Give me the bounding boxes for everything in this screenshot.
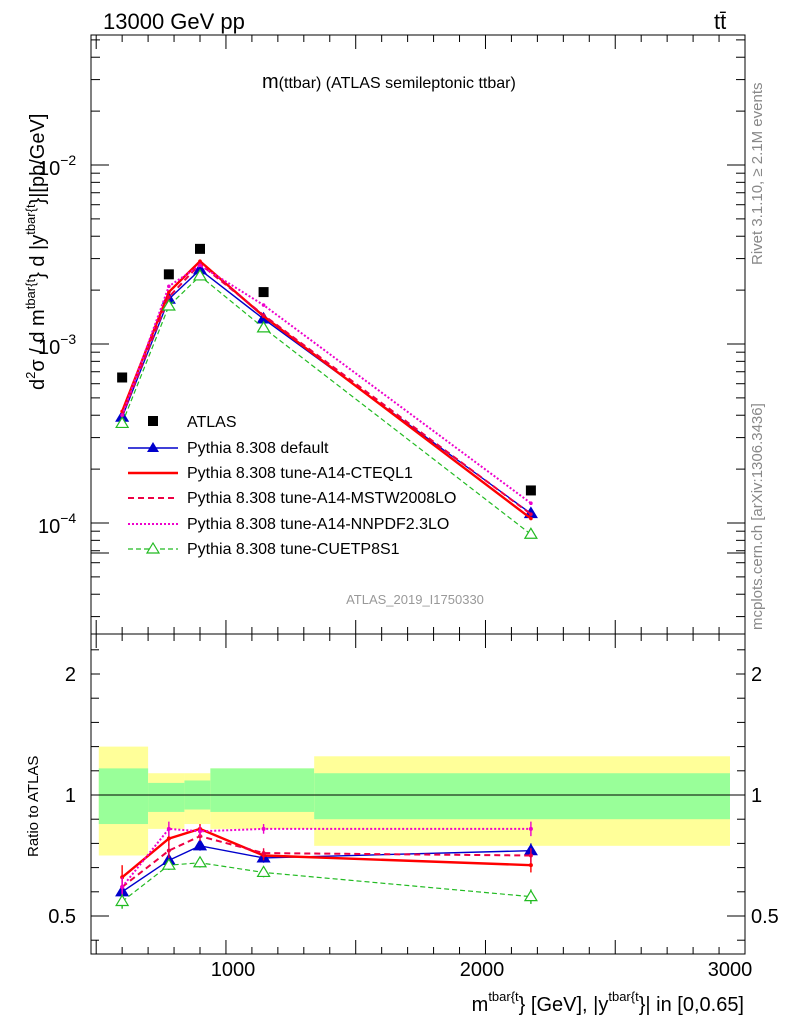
- main-title: m(ttbar) (ATLAS semileptonic ttbar): [262, 71, 516, 93]
- ratio-series-group: [115, 821, 538, 909]
- legend-mstw-label: Pythia 8.308 tune-A14-MSTW2008LO: [187, 490, 456, 507]
- point-mstw: [529, 512, 533, 516]
- ratio-point-nnpdf: [120, 884, 125, 889]
- legend-atlas-marker: [148, 416, 158, 426]
- atlas-data-point: [258, 287, 269, 298]
- uncertainty-band-inner: [148, 782, 185, 812]
- atlas-data-point: [163, 269, 174, 280]
- ratio-point-cuetp8s1: [115, 894, 130, 907]
- legend-cuetp8s1-label: Pythia 8.308 tune-CUETP8S1: [187, 541, 400, 558]
- ratio-point-cteql1: [528, 863, 533, 868]
- point-cteql1: [529, 516, 533, 521]
- legend-default-marker: [147, 442, 159, 452]
- ytick-label-1e-3: 10−3: [38, 331, 76, 359]
- ratio-point-default: [192, 838, 208, 851]
- ratio-point-mstw: [261, 851, 266, 856]
- series-line-nnpdf: [121, 264, 532, 505]
- ratio-point-cuetp8s1: [523, 889, 538, 902]
- process-label: tt̄: [714, 9, 726, 34]
- xlabel: mtbar{t} [GeV], |ytbar{t}| in [0,0.65]: [472, 989, 744, 1016]
- title-rest: (ATLAS semileptonic ttbar): [321, 75, 515, 92]
- ratio-bands-group: [98, 746, 730, 856]
- ratio-point-nnpdf: [166, 826, 171, 831]
- atlas-data-point: [195, 243, 205, 254]
- mcplots-label: mcplots.cern.ch [arXiv:1306.3436]: [749, 403, 766, 630]
- ratio-ytick-05: 0.5: [48, 906, 76, 928]
- ytick-label-1e-2: 10−2: [38, 152, 76, 180]
- ratio-point-mstw: [528, 853, 533, 858]
- ratio-ylabel: Ratio to ATLAS: [25, 756, 42, 857]
- legend: ATLAS Pythia 8.308 default Pythia 8.308 …: [128, 414, 456, 558]
- analysis-id: ATLAS_2019_I1750330: [346, 592, 484, 607]
- legend-cteql1-label: Pythia 8.308 tune-A14-CTEQL1: [187, 465, 413, 482]
- legend-atlas-label: ATLAS: [187, 414, 237, 431]
- ratio-point-cuetp8s1: [256, 865, 271, 878]
- ratio-point-cuetp8s1: [161, 858, 176, 870]
- point-cuetp8s1: [192, 268, 208, 281]
- point-cuetp8s1: [161, 298, 176, 311]
- point-cteql1: [198, 259, 202, 264]
- title-paren: (ttbar): [279, 75, 322, 92]
- point-mstw: [261, 313, 266, 317]
- ytick-label-1e-4: 10−4: [38, 510, 76, 538]
- ratio-point-cteql1: [166, 836, 171, 841]
- ratio-point-nnpdf: [528, 826, 533, 831]
- ratio-ytick-2-right: 2: [751, 664, 762, 686]
- main-axis-ticks: [91, 35, 746, 634]
- xtick-label-2000: 2000: [460, 959, 505, 981]
- point-nnpdf: [261, 303, 266, 307]
- ratio-point-nnpdf: [198, 829, 202, 834]
- ratio-panel: 2 1 0.5 2 1 0.5 Ratio to ATLAS 1000 2000…: [25, 552, 779, 1016]
- ratio-axis-ticks: [91, 552, 746, 954]
- legend-default-label: Pythia 8.308 default: [187, 440, 329, 457]
- xtick-label-3000: 3000: [708, 959, 753, 981]
- uncertainty-band-inner: [98, 768, 149, 825]
- ratio-ytick-2: 2: [65, 664, 76, 686]
- legend-nnpdf-label: Pythia 8.308 tune-A14-NNPDF2.3LO: [187, 516, 449, 533]
- main-ylabel: d2σ / d mtbar{t} d |ytbar{t}|[pb/GeV]: [23, 114, 49, 390]
- ratio-point-cuetp8s1: [192, 855, 208, 868]
- point-nnpdf: [167, 284, 171, 289]
- xtick-label-1000: 1000: [211, 959, 256, 981]
- point-nnpdf: [198, 263, 202, 268]
- point-nnpdf: [120, 413, 124, 418]
- ratio-ytick-05-right: 0.5: [751, 906, 779, 928]
- point-cuetp8s1: [523, 527, 538, 539]
- point-mstw: [167, 295, 171, 299]
- point-cuetp8s1: [115, 416, 130, 429]
- legend-cuetp8s1-marker: [145, 541, 161, 554]
- ratio-frame: [90, 633, 746, 955]
- point-cuetp8s1: [256, 320, 271, 333]
- title-main: m: [262, 71, 279, 93]
- uncertainty-band-inner: [314, 773, 730, 820]
- main-series-group: [115, 243, 538, 539]
- ratio-line-cuetp8s1: [121, 862, 531, 902]
- ratio-point-nnpdf: [261, 826, 266, 831]
- atlas-data-point: [525, 485, 536, 496]
- atlas-data-point: [117, 372, 128, 383]
- main-panel: m(ttbar) (ATLAS semileptonic ttbar) 10−2…: [23, 34, 746, 635]
- rivet-label: Rivet 3.1.10, ≥ 2.1M events: [749, 83, 766, 266]
- ratio-point-mstw: [166, 848, 171, 853]
- uncertainty-band-inner: [210, 768, 315, 812]
- beam-label: 13000 GeV pp: [103, 9, 245, 34]
- point-nnpdf: [529, 501, 533, 506]
- ratio-ytick-1: 1: [65, 785, 76, 807]
- ratio-ytick-1-right: 1: [751, 785, 762, 807]
